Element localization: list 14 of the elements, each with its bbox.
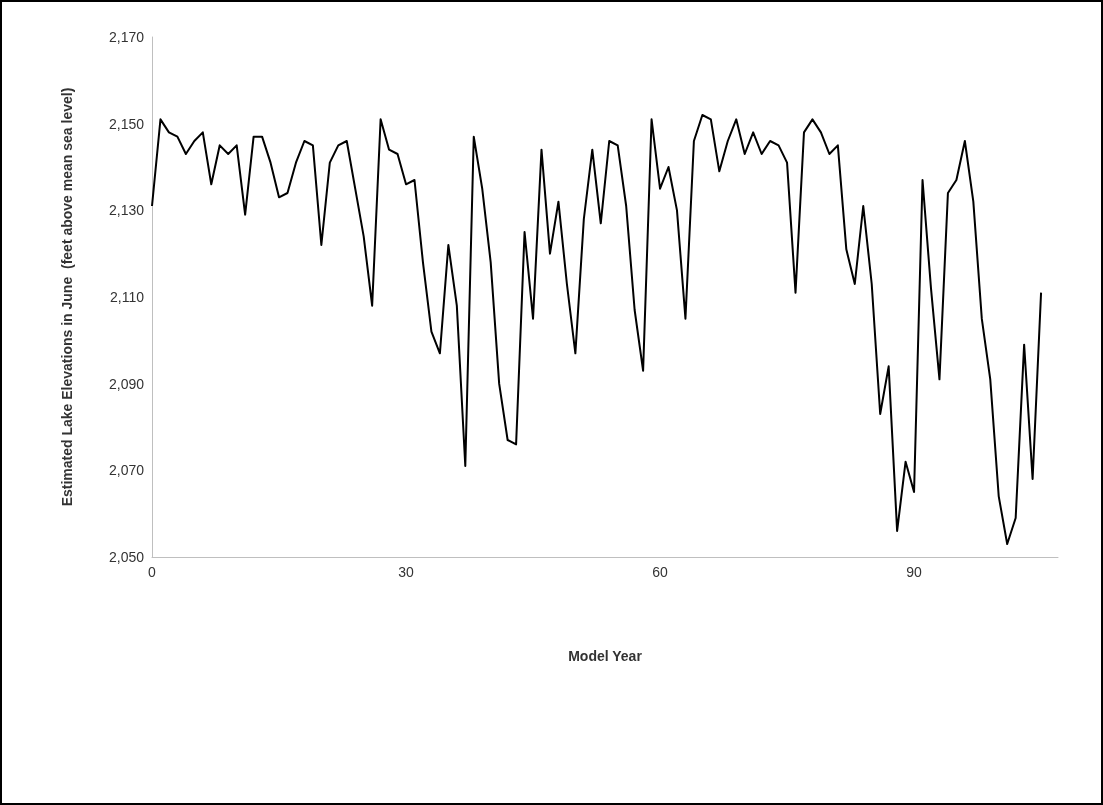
x-tick-label: 0 [148,564,157,580]
y-tick-label: 2,090 [108,375,145,392]
y-tick-label: 2,110 [110,289,145,305]
x-tick-label: 90 [906,564,923,580]
y-tick-label: 2,130 [108,202,145,219]
y-tick-label: 2,170 [108,29,145,45]
line-series [151,114,1043,545]
x-tick-label: 60 [652,564,669,580]
x-tick-label: 30 [398,564,415,580]
y-tick-label: 2,070 [108,462,145,479]
y-axis-title: Estimated Lake Elevations in June (feet above mean sea level) [59,87,75,507]
x-axis-title: Model Year [568,648,643,664]
y-tick-label: 2,150 [108,115,145,132]
y-tick-label: 2,050 [108,549,145,565]
